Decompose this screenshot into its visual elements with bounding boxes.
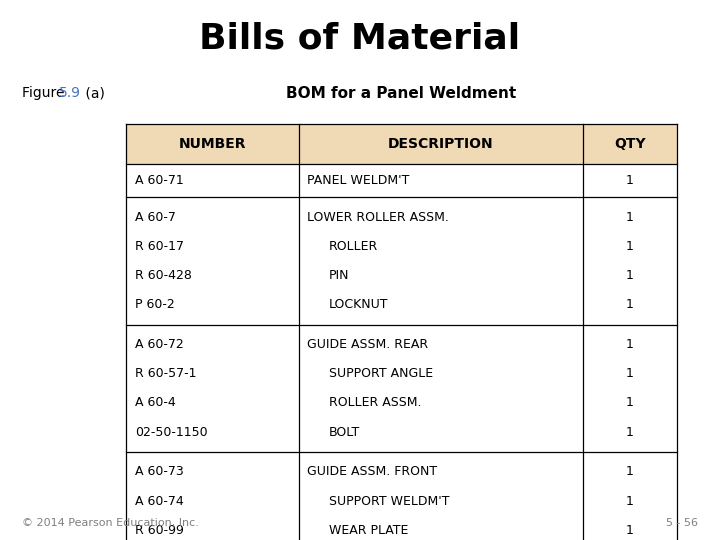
Text: © 2014 Pearson Education, Inc.: © 2014 Pearson Education, Inc.	[22, 518, 199, 528]
Text: 1: 1	[626, 396, 634, 409]
Text: (a): (a)	[81, 86, 104, 100]
Text: 1: 1	[626, 367, 634, 380]
Text: R 60-428: R 60-428	[135, 269, 192, 282]
Text: 1: 1	[626, 240, 634, 253]
Text: ROLLER ASSM.: ROLLER ASSM.	[329, 396, 421, 409]
Text: 1: 1	[626, 426, 634, 438]
Text: Bills of Material: Bills of Material	[199, 22, 521, 56]
Text: WEAR PLATE: WEAR PLATE	[329, 524, 408, 537]
Text: 1: 1	[626, 338, 634, 351]
Text: PIN: PIN	[329, 269, 349, 282]
Text: 1: 1	[626, 269, 634, 282]
Text: R 60-17: R 60-17	[135, 240, 184, 253]
Text: Figure: Figure	[22, 86, 68, 100]
Text: SUPPORT WELDM'T: SUPPORT WELDM'T	[329, 495, 449, 508]
Text: 1: 1	[626, 211, 634, 224]
Text: ROLLER: ROLLER	[329, 240, 378, 253]
Text: 1: 1	[626, 465, 634, 478]
Text: GUIDE ASSM. REAR: GUIDE ASSM. REAR	[307, 338, 428, 351]
Text: R 60-57-1: R 60-57-1	[135, 367, 196, 380]
Text: SUPPORT ANGLE: SUPPORT ANGLE	[329, 367, 433, 380]
Text: A 60-4: A 60-4	[135, 396, 176, 409]
Text: R 60-99: R 60-99	[135, 524, 184, 537]
Bar	[126, 124, 677, 164]
Text: LOCKNUT: LOCKNUT	[329, 298, 389, 311]
Text: 1: 1	[626, 174, 634, 187]
Text: A 60-73: A 60-73	[135, 465, 184, 478]
Text: A 60-72: A 60-72	[135, 338, 184, 351]
Text: A 60-7: A 60-7	[135, 211, 176, 224]
Text: NUMBER: NUMBER	[179, 137, 246, 151]
Text: P 60-2: P 60-2	[135, 298, 174, 311]
Text: BOLT: BOLT	[329, 426, 360, 438]
Text: 02-50-1150: 02-50-1150	[135, 426, 207, 438]
Text: GUIDE ASSM. FRONT: GUIDE ASSM. FRONT	[307, 465, 438, 478]
Text: BOM for a Panel Weldment: BOM for a Panel Weldment	[286, 86, 516, 102]
Text: 1: 1	[626, 298, 634, 311]
Text: LOWER ROLLER ASSM.: LOWER ROLLER ASSM.	[307, 211, 449, 224]
Text: 5.9: 5.9	[59, 86, 81, 100]
Text: 5 - 56: 5 - 56	[667, 518, 698, 528]
Text: A 60-74: A 60-74	[135, 495, 184, 508]
Text: 1: 1	[626, 524, 634, 537]
Text: A 60-71: A 60-71	[135, 174, 184, 187]
Text: DESCRIPTION: DESCRIPTION	[388, 137, 494, 151]
Text: PANEL WELDM'T: PANEL WELDM'T	[307, 174, 410, 187]
Text: QTY: QTY	[614, 137, 646, 151]
Text: 1: 1	[626, 495, 634, 508]
